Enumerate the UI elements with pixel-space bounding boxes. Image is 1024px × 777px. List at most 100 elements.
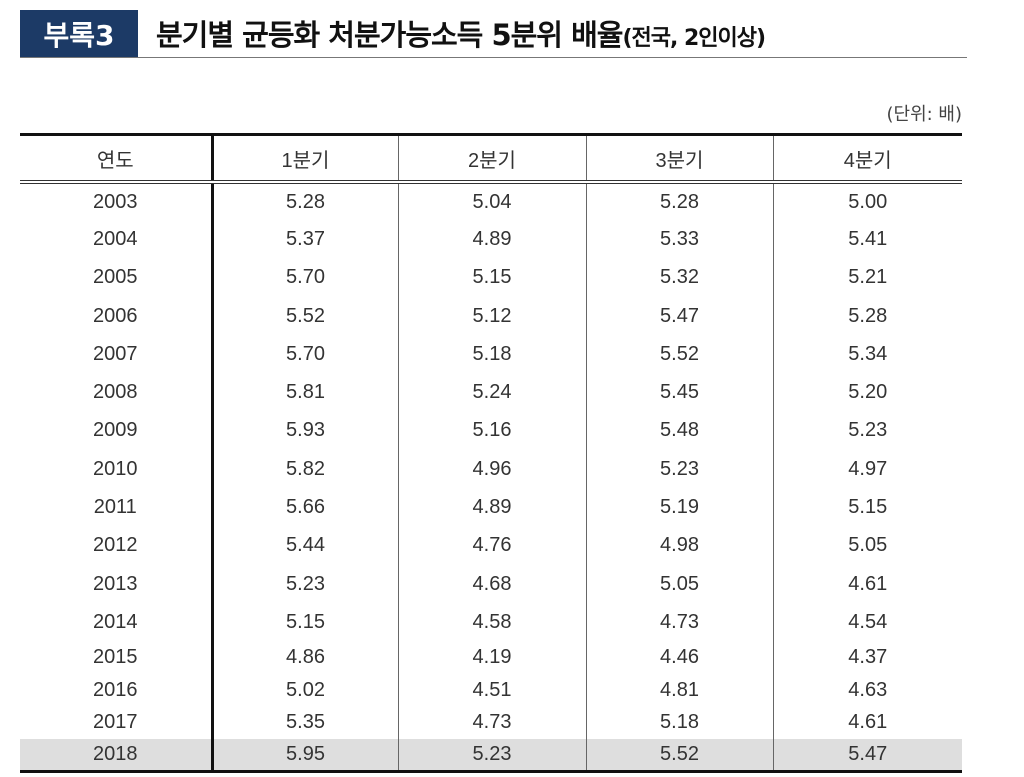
year-cell: 2014 xyxy=(20,603,214,642)
value-cell: 4.73 xyxy=(397,706,586,740)
value-cell: 4.96 xyxy=(397,450,586,489)
table-row: 2008 5.81 5.24 5.45 5.20 xyxy=(20,373,962,412)
value-cell: 5.04 xyxy=(397,182,586,221)
column-header: 연도 xyxy=(20,134,214,184)
value-cell: 5.28 xyxy=(772,296,962,336)
table-row: 2013 5.23 4.68 5.05 4.61 xyxy=(20,564,962,604)
value-cell: 4.68 xyxy=(397,564,586,604)
table-row: 2012 5.44 4.76 4.98 5.05 xyxy=(20,526,962,565)
value-cell: 5.95 xyxy=(211,739,398,772)
column-header: 2분기 xyxy=(397,134,586,184)
value-cell: 5.02 xyxy=(211,674,398,707)
year-cell: 2004 xyxy=(20,220,214,259)
table-row: 2003 5.28 5.04 5.28 5.00 xyxy=(20,182,962,221)
value-cell: 5.20 xyxy=(772,373,962,412)
value-cell: 5.05 xyxy=(772,526,962,565)
table-row: 2017 5.35 4.73 5.18 4.61 xyxy=(20,706,962,740)
value-cell: 5.45 xyxy=(585,373,773,412)
value-cell: 4.19 xyxy=(397,641,586,675)
value-cell: 5.24 xyxy=(397,373,586,412)
value-cell: 5.32 xyxy=(585,258,773,297)
table-row: 2016 5.02 4.51 4.81 4.63 xyxy=(20,674,962,707)
value-cell: 5.16 xyxy=(397,411,586,451)
table-row: 2018 5.95 5.23 5.52 5.47 xyxy=(20,739,962,772)
value-cell: 5.41 xyxy=(772,220,962,259)
year-cell: 2006 xyxy=(20,296,214,336)
year-cell: 2017 xyxy=(20,706,214,740)
page-title: 분기별 균등화 처분가능소득 5분위 배율(전국, 2인이상) xyxy=(156,12,766,54)
value-cell: 4.61 xyxy=(772,706,962,740)
column-header: 3분기 xyxy=(585,134,773,184)
value-cell: 5.15 xyxy=(772,488,962,527)
value-cell: 4.89 xyxy=(397,220,586,259)
value-cell: 4.98 xyxy=(585,526,773,565)
value-cell: 5.23 xyxy=(772,411,962,451)
value-cell: 5.05 xyxy=(585,564,773,604)
value-cell: 5.52 xyxy=(585,335,773,374)
year-cell: 2005 xyxy=(20,258,214,297)
table-row: 2006 5.52 5.12 5.47 5.28 xyxy=(20,296,962,336)
value-cell: 5.23 xyxy=(211,564,398,604)
year-cell: 2010 xyxy=(20,450,214,489)
value-cell: 4.76 xyxy=(397,526,586,565)
value-cell: 5.23 xyxy=(397,739,586,772)
value-cell: 5.18 xyxy=(397,335,586,374)
column-header: 1분기 xyxy=(211,134,398,184)
value-cell: 5.28 xyxy=(585,182,773,221)
year-cell: 2018 xyxy=(20,739,214,772)
value-cell: 4.51 xyxy=(397,674,586,707)
year-cell: 2003 xyxy=(20,182,214,221)
value-cell: 4.63 xyxy=(772,674,962,707)
year-cell: 2007 xyxy=(20,335,214,374)
value-cell: 5.21 xyxy=(772,258,962,297)
value-cell: 5.47 xyxy=(772,739,962,772)
value-cell: 4.46 xyxy=(585,641,773,675)
value-cell: 4.58 xyxy=(397,603,586,642)
year-cell: 2015 xyxy=(20,641,214,675)
table-row: 2011 5.66 4.89 5.19 5.15 xyxy=(20,488,962,527)
value-cell: 5.52 xyxy=(211,296,398,336)
value-cell: 5.28 xyxy=(211,182,398,221)
table-row: 2014 5.15 4.58 4.73 4.54 xyxy=(20,603,962,642)
value-cell: 4.89 xyxy=(397,488,586,527)
quintile-ratio-table: 연도 1분기 2분기 3분기 4분기 2003 5.28 5.04 5.28 5.00 2004 5… xyxy=(20,133,962,773)
value-cell: 5.15 xyxy=(211,603,398,642)
value-cell: 4.86 xyxy=(211,641,398,675)
header-row: 연도 1분기 2분기 3분기 4분기 xyxy=(20,134,962,184)
value-cell: 5.52 xyxy=(585,739,773,772)
column-header: 4분기 xyxy=(772,134,962,184)
value-cell: 5.23 xyxy=(585,450,773,489)
value-cell: 4.81 xyxy=(585,674,773,707)
title-subtitle: (전국, 2인이상) xyxy=(622,26,766,51)
value-cell: 5.48 xyxy=(585,411,773,451)
unit-label: (단위: 배) xyxy=(886,104,962,125)
value-cell: 5.34 xyxy=(772,335,962,374)
table-row: 2004 5.37 4.89 5.33 5.41 xyxy=(20,220,962,259)
value-cell: 5.66 xyxy=(211,488,398,527)
year-cell: 2016 xyxy=(20,674,214,707)
value-cell: 5.19 xyxy=(585,488,773,527)
value-cell: 5.15 xyxy=(397,258,586,297)
value-cell: 4.37 xyxy=(772,641,962,675)
value-cell: 5.81 xyxy=(211,373,398,412)
value-cell: 4.61 xyxy=(772,564,962,604)
title-underline xyxy=(20,57,967,58)
value-cell: 5.37 xyxy=(211,220,398,259)
table-row: 2015 4.86 4.19 4.46 4.37 xyxy=(20,641,962,675)
table-row: 2005 5.70 5.15 5.32 5.21 xyxy=(20,258,962,297)
value-cell: 5.47 xyxy=(585,296,773,336)
year-cell: 2008 xyxy=(20,373,214,412)
value-cell: 5.35 xyxy=(211,706,398,740)
value-cell: 4.54 xyxy=(772,603,962,642)
value-cell: 5.70 xyxy=(211,258,398,297)
value-cell: 5.70 xyxy=(211,335,398,374)
value-cell: 4.73 xyxy=(585,603,773,642)
title-main: 분기별 균등화 처분가능소득 5분위 배율 xyxy=(156,18,623,52)
value-cell: 4.97 xyxy=(772,450,962,489)
value-cell: 5.12 xyxy=(397,296,586,336)
value-cell: 5.33 xyxy=(585,220,773,259)
value-cell: 5.44 xyxy=(211,526,398,565)
year-cell: 2011 xyxy=(20,488,214,527)
value-cell: 5.18 xyxy=(585,706,773,740)
value-cell: 5.00 xyxy=(772,182,962,221)
